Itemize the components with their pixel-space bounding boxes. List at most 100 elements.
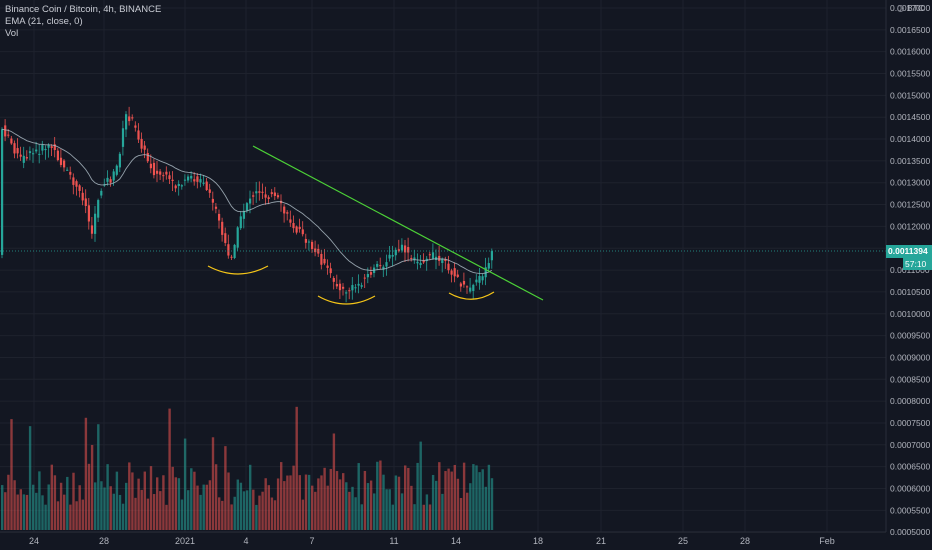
volume-bar xyxy=(264,478,267,530)
currency-label[interactable]: BTC xyxy=(897,3,924,13)
volume-bar xyxy=(258,495,261,530)
candle-body xyxy=(400,244,404,251)
volume-bar xyxy=(456,478,460,530)
volume-bar xyxy=(1,485,4,530)
candle-body xyxy=(7,134,10,136)
last-price-tag: 0.0011394 xyxy=(886,245,932,258)
candle-body xyxy=(249,198,252,204)
candle-body xyxy=(360,285,363,287)
candle-body xyxy=(363,277,366,279)
volume-bar xyxy=(19,489,22,530)
candle-body xyxy=(35,149,38,152)
candle-body xyxy=(143,145,146,150)
candle-body xyxy=(475,279,478,283)
candle-body xyxy=(264,194,267,198)
candle-body xyxy=(469,287,472,292)
date-axis-label: 28 xyxy=(740,536,750,546)
candle-body xyxy=(38,153,41,155)
candle-body xyxy=(453,268,456,277)
candle-body xyxy=(227,244,230,256)
ema-indicator-label[interactable]: EMA (21, close, 0) xyxy=(5,16,83,27)
volume-bar xyxy=(230,504,233,530)
candle-body xyxy=(338,283,342,291)
volume-bar xyxy=(128,462,131,530)
price-axis-label: 0.0013000 xyxy=(890,178,930,188)
candle-body xyxy=(462,280,466,285)
volume-bar xyxy=(109,486,112,530)
volume-indicator-label[interactable]: Vol xyxy=(5,28,19,39)
trendline[interactable] xyxy=(252,145,544,301)
volume-bar xyxy=(391,504,394,530)
candle-body xyxy=(286,212,289,214)
date-axis-label: 24 xyxy=(29,536,39,546)
candle-body xyxy=(75,181,78,187)
candle-body xyxy=(162,175,165,177)
volume-bar xyxy=(152,494,156,530)
volume-bar xyxy=(366,483,370,530)
volume-bar xyxy=(87,463,91,530)
price-axis-label: 0.0012500 xyxy=(890,200,930,210)
candle-body xyxy=(87,205,90,222)
grid xyxy=(0,0,886,533)
volume-bar xyxy=(413,504,416,530)
candle-body xyxy=(326,265,329,268)
volume-bar xyxy=(484,486,487,530)
candle-body xyxy=(242,210,245,219)
volume-bar xyxy=(78,485,81,530)
date-axis-label: Feb xyxy=(819,536,835,546)
candle-body xyxy=(314,248,317,253)
volume-bar xyxy=(323,467,326,530)
volume-bar xyxy=(103,487,106,530)
candle-body xyxy=(180,185,183,187)
candle-body xyxy=(444,259,447,261)
volume-bar xyxy=(187,490,190,530)
candle-body xyxy=(466,286,469,288)
volume-bar xyxy=(227,472,230,530)
volume-bar xyxy=(156,477,159,530)
date-axis-label: 7 xyxy=(309,536,314,546)
volume-bar xyxy=(249,464,252,530)
candle-body xyxy=(16,148,19,154)
price-axis-label: 0.0010000 xyxy=(890,309,930,319)
volume-bar xyxy=(283,481,286,530)
volume-bar xyxy=(146,498,150,530)
candle-body xyxy=(81,192,84,201)
volume-bar xyxy=(84,417,88,530)
volume-bar xyxy=(459,498,463,530)
candle-body xyxy=(66,169,69,171)
candle-body xyxy=(25,157,28,159)
volume-bar xyxy=(205,484,208,530)
date-axis-label: 21 xyxy=(596,536,606,546)
volume-bar xyxy=(159,491,162,530)
candle-body xyxy=(410,257,413,259)
volume-bar xyxy=(335,471,339,530)
volume-bar xyxy=(224,446,227,530)
volume-bar xyxy=(25,494,29,530)
candle-body xyxy=(187,176,190,181)
volume-bar xyxy=(438,462,441,530)
candle-body xyxy=(131,117,134,119)
candle-body xyxy=(456,274,459,277)
volume-bar xyxy=(475,465,478,530)
date-axis-label: 4 xyxy=(243,536,248,546)
volume-bar xyxy=(332,433,336,530)
candle-body xyxy=(4,125,7,137)
volume-bar xyxy=(131,472,134,530)
volume-bar xyxy=(252,489,255,530)
volume-bar xyxy=(10,419,13,530)
candle-body xyxy=(121,128,125,147)
volume-bar xyxy=(69,504,72,530)
volume-bar xyxy=(317,478,320,530)
volume-bar xyxy=(388,489,391,530)
candle-body xyxy=(472,284,475,291)
time-axis[interactable]: 24 28 2021 4 7 11 14 18 21 25 28 Feb xyxy=(29,536,835,546)
volume-bar xyxy=(466,492,469,530)
price-axis[interactable]: 0.0017000 0.0016500 0.0016000 0.0015500 0.00… xyxy=(890,3,930,537)
volume-bar xyxy=(280,462,283,530)
price-axis-label: 0.0014500 xyxy=(890,112,930,122)
candle-body xyxy=(478,276,481,283)
candle-body xyxy=(44,148,47,151)
symbol-title[interactable]: Binance Coin / Bitcoin, 4h, BINANCE xyxy=(5,4,162,15)
candle-body xyxy=(382,266,385,270)
